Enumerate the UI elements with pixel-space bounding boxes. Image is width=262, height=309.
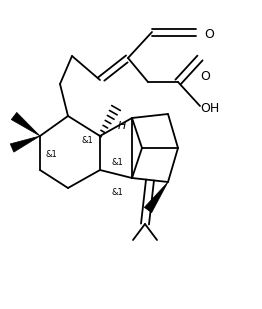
Text: &1: &1 — [112, 158, 124, 167]
Text: O: O — [204, 28, 214, 40]
Text: &1: &1 — [46, 150, 58, 159]
Polygon shape — [144, 182, 168, 213]
Text: H: H — [118, 121, 126, 131]
Text: OH: OH — [200, 101, 219, 115]
Text: &1: &1 — [112, 188, 124, 197]
Text: &1: &1 — [82, 136, 94, 145]
Polygon shape — [11, 112, 40, 136]
Text: O: O — [200, 70, 210, 83]
Polygon shape — [10, 136, 40, 152]
